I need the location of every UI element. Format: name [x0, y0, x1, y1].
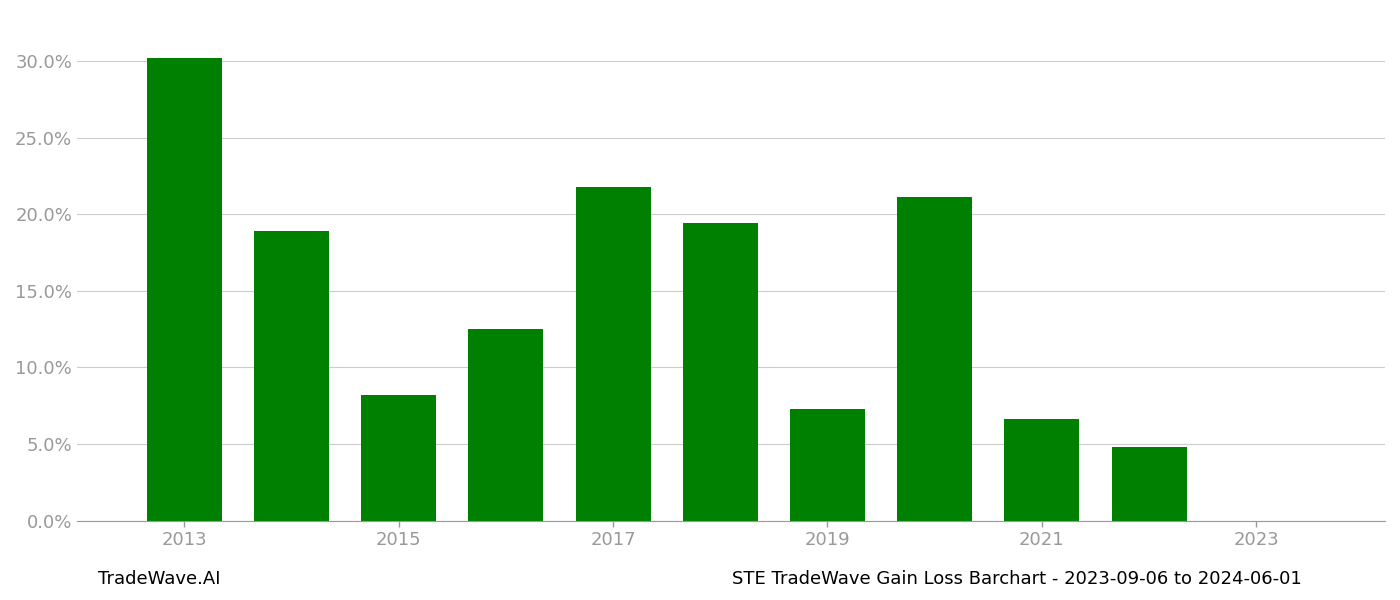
Bar	[790, 409, 865, 521]
Bar	[253, 231, 329, 521]
Bar	[683, 223, 757, 521]
Bar	[469, 329, 543, 521]
Bar	[1112, 447, 1187, 521]
Text: STE TradeWave Gain Loss Barchart - 2023-09-06 to 2024-06-01: STE TradeWave Gain Loss Barchart - 2023-…	[732, 570, 1302, 588]
Bar	[575, 187, 651, 521]
Bar	[1004, 419, 1079, 521]
Bar	[897, 197, 972, 521]
Bar	[147, 58, 221, 521]
Bar	[361, 395, 437, 521]
Text: TradeWave.AI: TradeWave.AI	[98, 570, 221, 588]
